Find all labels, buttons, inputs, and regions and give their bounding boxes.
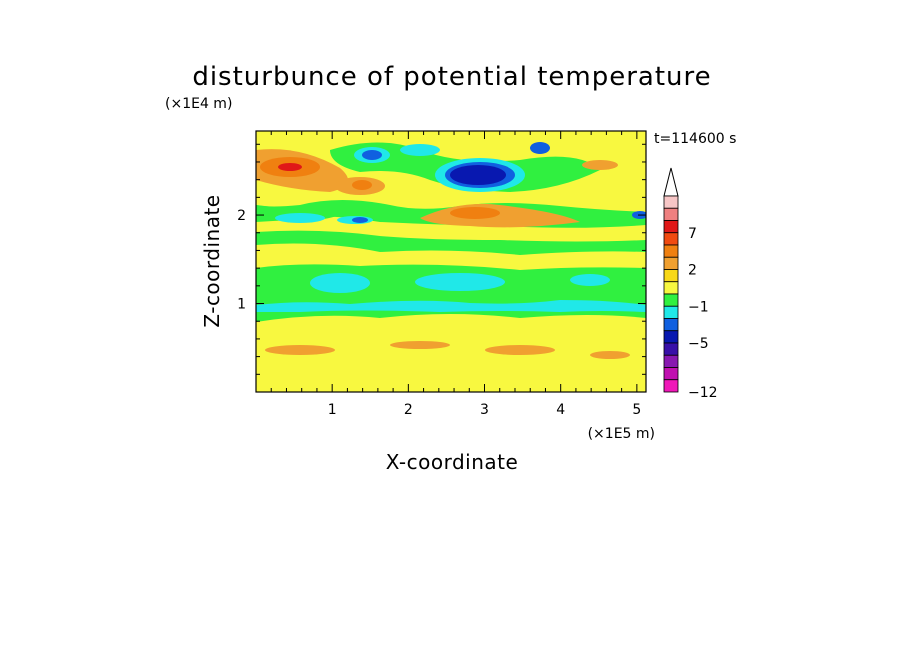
chart-title: disturbunce of potential temperature — [192, 62, 711, 92]
colorbar-label: −1 — [688, 299, 709, 315]
x-tick-label: 3 — [480, 402, 489, 418]
colorbar-label: 7 — [688, 226, 697, 242]
colorbar-extend-arrow — [663, 167, 679, 197]
colorbar-label: −12 — [688, 385, 718, 401]
colorbar-level — [663, 195, 679, 209]
x-axis-label: X-coordinate — [386, 450, 519, 474]
colorbar-level — [663, 305, 679, 319]
colorbar-level — [663, 220, 679, 234]
colorbar-level — [663, 330, 679, 344]
colorbar-level — [663, 354, 679, 368]
y-tick-label: 2 — [237, 208, 246, 224]
colorbar-label: −5 — [688, 336, 709, 352]
y-tick-label: 1 — [237, 297, 246, 313]
time-label: t=114600 s — [654, 131, 736, 147]
colorbar-level — [663, 281, 679, 295]
y-axis: 12 — [237, 143, 646, 375]
colorbar-label: 2 — [688, 263, 697, 279]
colorbar-level — [663, 342, 679, 356]
x-tick-label: 5 — [632, 402, 641, 418]
colorbar: 7 2 −1 −5 −12 — [663, 167, 718, 401]
colorbar-level — [663, 207, 679, 221]
y-axis-label: Z-coordinate — [200, 194, 224, 327]
colorbar-level — [663, 269, 679, 283]
plot-area — [256, 131, 646, 392]
x-tick-label: 1 — [328, 402, 337, 418]
x-tick-label: 4 — [556, 402, 565, 418]
x-axis-unit: (×1E5 m) — [588, 426, 655, 442]
colorbar-level — [663, 367, 679, 381]
colorbar-level — [663, 293, 679, 307]
x-axis: 1 2 3 4 5 — [270, 131, 641, 418]
colorbar-level — [663, 318, 679, 332]
colorbar-level — [663, 232, 679, 246]
x-tick-label: 2 — [404, 402, 413, 418]
plot-frame — [255, 130, 647, 393]
colorbar-level — [663, 244, 679, 258]
colorbar-level — [663, 256, 679, 270]
y-axis-unit: (×1E4 m) — [165, 96, 232, 112]
colorbar-level — [663, 379, 679, 393]
